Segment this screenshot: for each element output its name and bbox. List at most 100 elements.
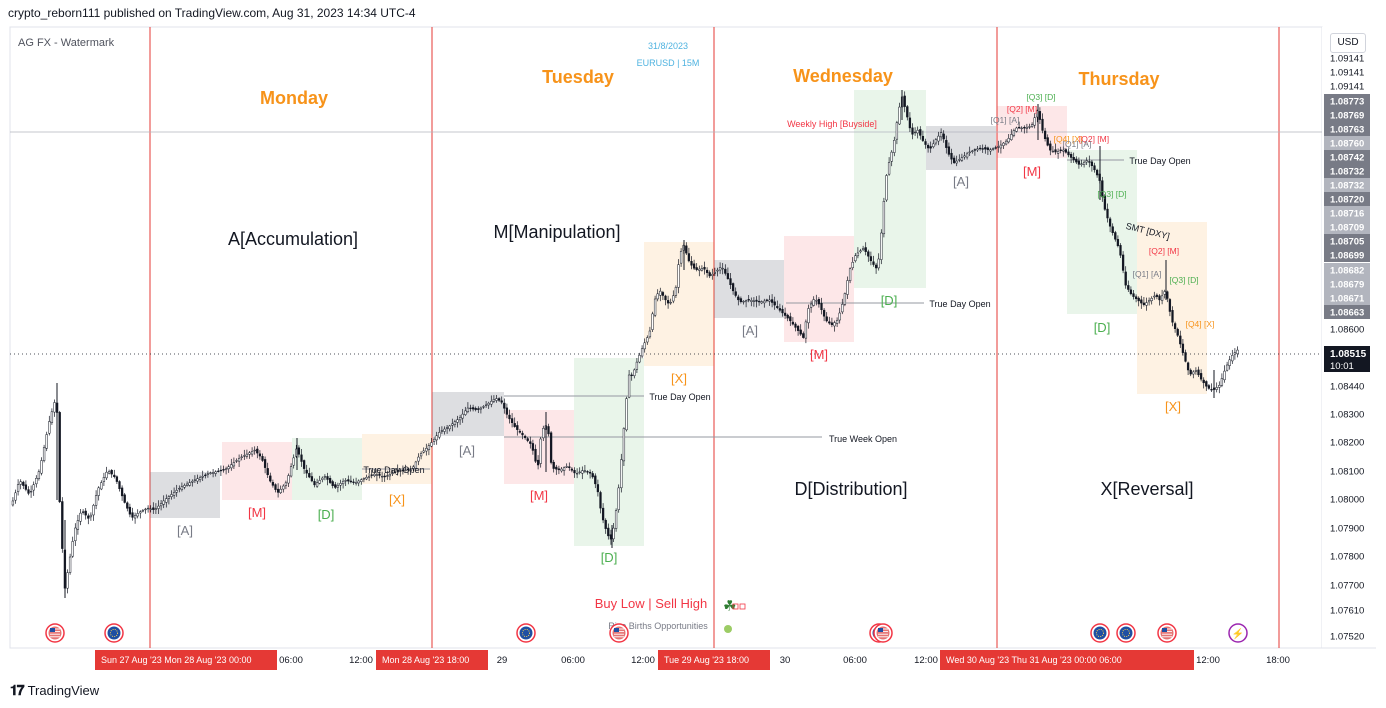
- candle: [1228, 359, 1231, 366]
- candle: [1197, 369, 1200, 376]
- candle: [406, 468, 410, 471]
- candle: [469, 407, 472, 410]
- candle: [926, 145, 930, 149]
- candle: [705, 269, 709, 273]
- candle: [1062, 149, 1065, 152]
- candle: [674, 287, 678, 296]
- candle: [1192, 371, 1195, 375]
- price-label: 1.08000: [1330, 495, 1364, 506]
- candle: [799, 329, 802, 335]
- price-label: 1.08200: [1330, 438, 1364, 449]
- candle: [921, 135, 925, 141]
- candle: [1010, 134, 1013, 141]
- candle: [40, 460, 43, 474]
- candle: [724, 268, 727, 274]
- candle: [412, 466, 415, 469]
- candle: [425, 448, 428, 452]
- candle: [778, 308, 782, 311]
- candle: [341, 480, 345, 485]
- candle: [718, 267, 722, 271]
- candle: [178, 487, 181, 490]
- candle: [287, 475, 290, 484]
- candle: [721, 267, 724, 270]
- candle: [248, 452, 251, 455]
- time-label: 12:00: [631, 655, 655, 666]
- candle: [396, 470, 399, 472]
- candle: [84, 510, 87, 516]
- price-label: 1.08679: [1330, 280, 1364, 291]
- candle: [482, 406, 485, 408]
- candle: [14, 492, 17, 501]
- candle: [716, 269, 719, 272]
- candle: [1147, 300, 1151, 303]
- price-label: 1.07900: [1330, 524, 1364, 535]
- phase-marker-green: [D]: [318, 507, 335, 522]
- candle: [110, 469, 113, 475]
- candle: [115, 476, 119, 482]
- candle: [1168, 299, 1172, 312]
- candle: [344, 480, 347, 482]
- candle: [861, 248, 865, 251]
- candle: [451, 423, 454, 426]
- candle: [318, 480, 321, 484]
- candle: [328, 477, 332, 483]
- candle: [968, 151, 971, 154]
- candle: [339, 483, 342, 486]
- candle: [1082, 161, 1086, 165]
- candle: [1077, 160, 1081, 165]
- price-label: 1.08720: [1330, 195, 1364, 206]
- day-title: Tuesday: [542, 67, 614, 87]
- candle: [1215, 387, 1218, 390]
- candle: [978, 147, 982, 150]
- flag-fill: [519, 626, 533, 640]
- candle: [1199, 373, 1203, 380]
- candle: [848, 268, 852, 282]
- candle: [773, 301, 776, 306]
- candle: [757, 300, 761, 303]
- price-tag: [1324, 234, 1370, 248]
- candle: [165, 498, 168, 503]
- candle: [794, 323, 797, 328]
- candle: [989, 149, 992, 152]
- candle: [276, 488, 280, 493]
- candle: [466, 407, 470, 412]
- candle: [1121, 254, 1125, 271]
- candle: [614, 510, 618, 529]
- phase-box-orange: [1137, 222, 1207, 394]
- candle: [859, 250, 862, 253]
- candle: [347, 479, 350, 482]
- candle: [1114, 232, 1117, 240]
- candle: [646, 337, 649, 343]
- candle: [370, 474, 373, 476]
- candle: [458, 417, 462, 421]
- candle: [1106, 208, 1109, 219]
- candle: [1137, 297, 1140, 302]
- candle: [568, 466, 571, 468]
- phase-marker-red: [M]: [248, 505, 266, 520]
- time-label: 12:00: [1196, 655, 1220, 666]
- publish-caption: crypto_reborn111 published on TradingVie…: [8, 6, 416, 20]
- candle: [1004, 140, 1008, 145]
- candle: [227, 466, 230, 470]
- tradingview-footer[interactable]: 𝟏𝟕 TradingView: [10, 682, 99, 699]
- candle: [786, 314, 789, 319]
- candle: [830, 322, 834, 326]
- candle: [1072, 156, 1075, 161]
- candle: [100, 482, 103, 490]
- price-tag: [1324, 220, 1370, 234]
- candle: [269, 475, 272, 482]
- candle: [128, 506, 132, 515]
- candle: [1095, 169, 1099, 176]
- alert-bolt-icon[interactable]: [1228, 623, 1248, 643]
- currency-button[interactable]: USD: [1330, 33, 1366, 53]
- candle: [1194, 370, 1198, 372]
- candle: [92, 505, 95, 516]
- candle: [492, 399, 496, 402]
- candle: [349, 480, 353, 483]
- candle: [440, 430, 444, 432]
- candle: [352, 481, 355, 483]
- candle: [770, 299, 774, 303]
- candle: [1101, 180, 1104, 198]
- candle: [539, 438, 542, 464]
